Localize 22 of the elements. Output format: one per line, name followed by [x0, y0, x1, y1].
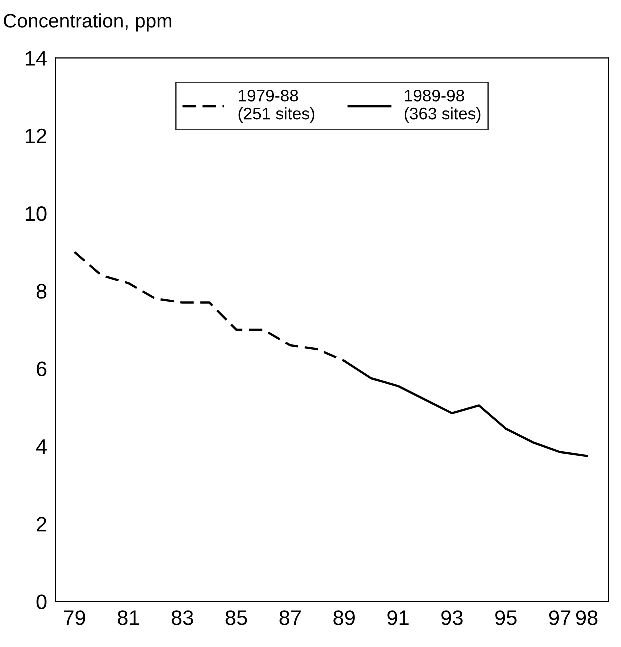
- x-tick-label: 93: [442, 610, 463, 626]
- legend-label: 1979-88 (251 sites): [238, 90, 315, 124]
- x-tick-label: 81: [118, 610, 140, 626]
- y-tick-label: 4: [36, 440, 47, 454]
- y-axis-title: Concentration, ppm: [4, 14, 172, 32]
- x-tick-label: 95: [496, 610, 517, 626]
- x-tick-label: 87: [280, 610, 301, 626]
- x-tick-label: 98: [576, 610, 598, 626]
- x-tick-label: 89: [334, 610, 355, 626]
- x-tick-label: 79: [64, 610, 86, 626]
- y-tick-label: 0: [36, 594, 47, 610]
- y-tick-label: 8: [36, 284, 47, 299]
- y-tick-label: 6: [37, 362, 47, 377]
- x-tick-label: 85: [226, 610, 248, 626]
- x-tick-label: 91: [388, 610, 409, 626]
- y-tick-label: 2: [37, 517, 47, 532]
- legend-label: 1989-98 (363 sites): [404, 90, 481, 124]
- y-tick-label: 10: [26, 206, 47, 222]
- y-tick-label: 14: [26, 51, 47, 66]
- x-tick-label: 97: [549, 610, 571, 626]
- x-tick-label: 83: [172, 610, 194, 626]
- y-tick-label: 12: [26, 128, 47, 144]
